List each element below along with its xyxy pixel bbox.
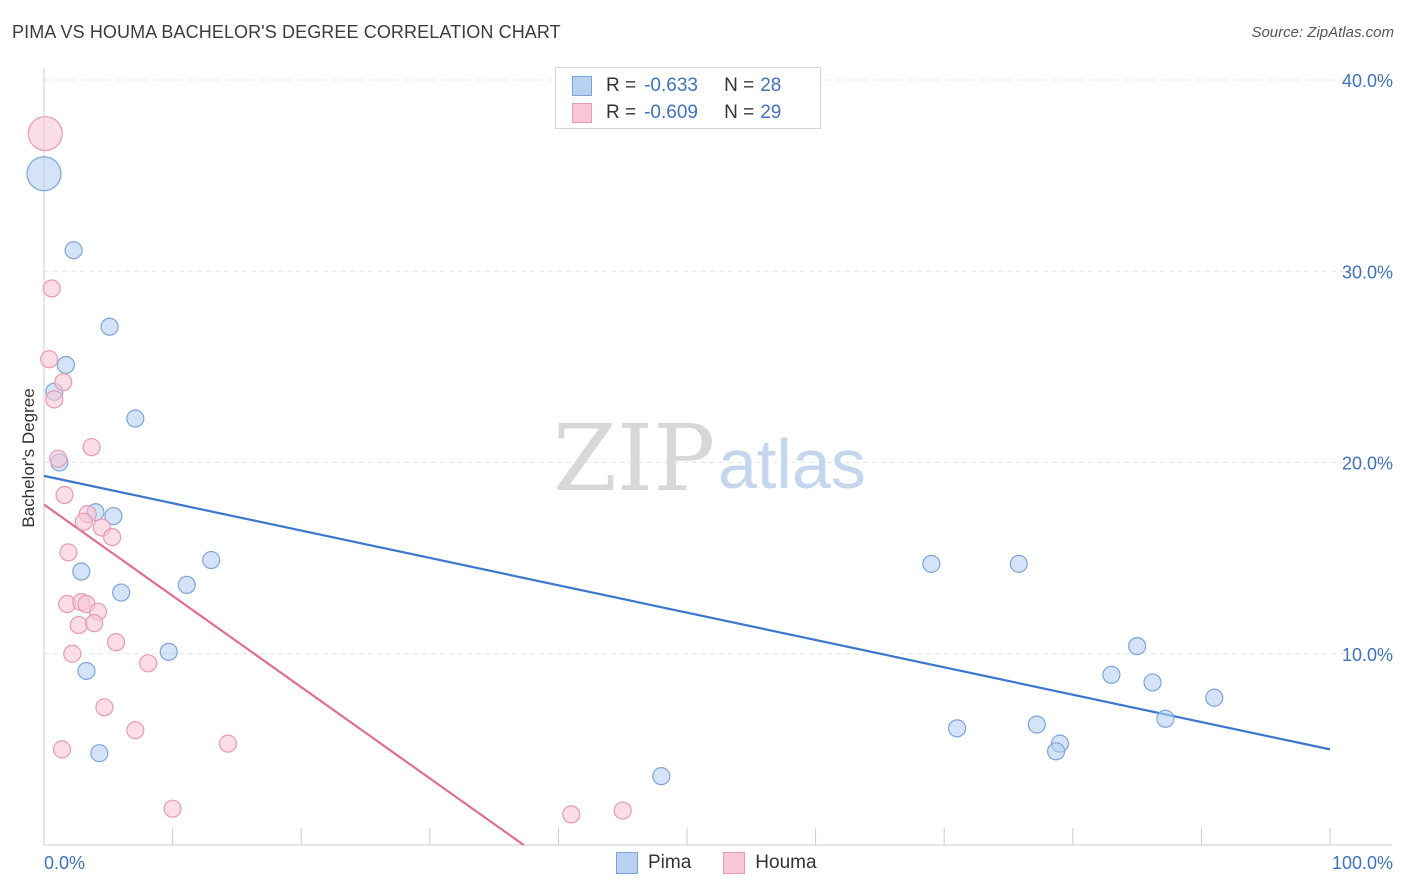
y-tick-label: 40.0% [1342, 71, 1393, 91]
houma-point [54, 373, 73, 392]
r-value: -0.633 [644, 75, 698, 96]
stats-row-houma: R = -0.609 N = 29 [572, 100, 781, 126]
pima-point [26, 156, 62, 192]
houma-point [106, 633, 126, 652]
n-label: N = [724, 75, 755, 96]
r-value: -0.609 [644, 102, 698, 123]
legend-label: Pima [648, 852, 692, 873]
pima-point [100, 317, 119, 336]
houma-point [613, 801, 632, 820]
y-axis-title: Bachelor's Degree [19, 388, 38, 527]
pima-point [56, 355, 75, 375]
houma-point [45, 390, 64, 409]
watermark: ZIP atlas [553, 405, 866, 512]
legend-label: Houma [755, 852, 817, 873]
houma-point [69, 615, 88, 635]
legend-item-pima: Pima [616, 852, 691, 874]
n-value: 28 [760, 75, 782, 96]
houma-point [59, 543, 78, 562]
pima-point [947, 719, 967, 738]
pima-point [1046, 742, 1066, 761]
watermark-atlas: atlas [718, 425, 866, 503]
legend-item-houma: Houma [723, 852, 817, 874]
pima-point [922, 554, 941, 573]
watermark-zip: ZIP [553, 405, 715, 512]
pima-point [202, 550, 221, 570]
houma-point [218, 734, 237, 753]
pima-point [112, 583, 131, 602]
houma-point [126, 721, 145, 740]
pima-point [1102, 665, 1121, 684]
data-points [26, 115, 1224, 824]
houma-point [95, 698, 114, 717]
x-tick-label: 100.0% [1332, 853, 1393, 873]
houma-point [42, 279, 61, 298]
grid-lines [44, 79, 1392, 655]
r-label: R = [606, 75, 637, 96]
y-tick-label: 30.0% [1342, 262, 1393, 282]
pima-point [104, 506, 123, 526]
houma-point [52, 740, 72, 759]
pima-trendline [43, 474, 1331, 751]
pima-legend-swatch [616, 852, 638, 874]
houma-legend-swatch [723, 852, 746, 874]
houma-point [55, 485, 74, 505]
houma-point [139, 654, 158, 673]
pima-point [90, 744, 109, 763]
n-label: N = [724, 102, 755, 123]
houma-point [103, 527, 122, 547]
pima-point [77, 661, 96, 681]
stats-legend: R = -0.633 N = 28 R = -0.609 N = 29 [555, 67, 821, 129]
pima-point [72, 562, 91, 581]
chart-title: PIMA VS HOUMA BACHELOR'S DEGREE CORRELAT… [12, 22, 561, 42]
axes [43, 68, 1392, 846]
houma-point [85, 614, 104, 633]
pima-point [177, 575, 196, 595]
houma-point [63, 644, 82, 663]
houma-point [40, 350, 59, 369]
source-label: Source: ZipAtlas.com [1251, 24, 1394, 41]
y-tick-label: 10.0% [1342, 645, 1393, 665]
pima-point [1027, 715, 1046, 734]
houma-point [562, 805, 581, 824]
series-legend: Pima Houma [616, 852, 849, 874]
pima-point [652, 767, 671, 786]
houma-point [82, 438, 101, 457]
pima-point [1009, 554, 1028, 573]
y-tick-label: 20.0% [1342, 454, 1393, 474]
r-label: R = [606, 102, 637, 123]
houma-point [49, 449, 68, 468]
pima-point [159, 642, 178, 661]
pima-point [1205, 688, 1224, 707]
x-tick-label: 0.0% [44, 853, 85, 873]
houma-point [163, 799, 182, 818]
houma-trendline [43, 503, 525, 846]
pima-point [126, 409, 145, 428]
pima-point [64, 241, 83, 260]
pima-point [1127, 636, 1147, 656]
pima-point [1156, 709, 1175, 728]
stats-row-pima: R = -0.633 N = 28 [572, 73, 781, 99]
houma-point [74, 512, 93, 531]
tick-labels: 10.0% 20.0% 30.0% 40.0% 0.0% 100.0% [44, 71, 1393, 873]
pima-point [1143, 673, 1162, 692]
pima-swatch [572, 76, 592, 96]
houma-swatch [572, 103, 592, 123]
n-value: 29 [760, 102, 782, 123]
houma-point [27, 115, 63, 152]
trendlines [43, 474, 1331, 846]
